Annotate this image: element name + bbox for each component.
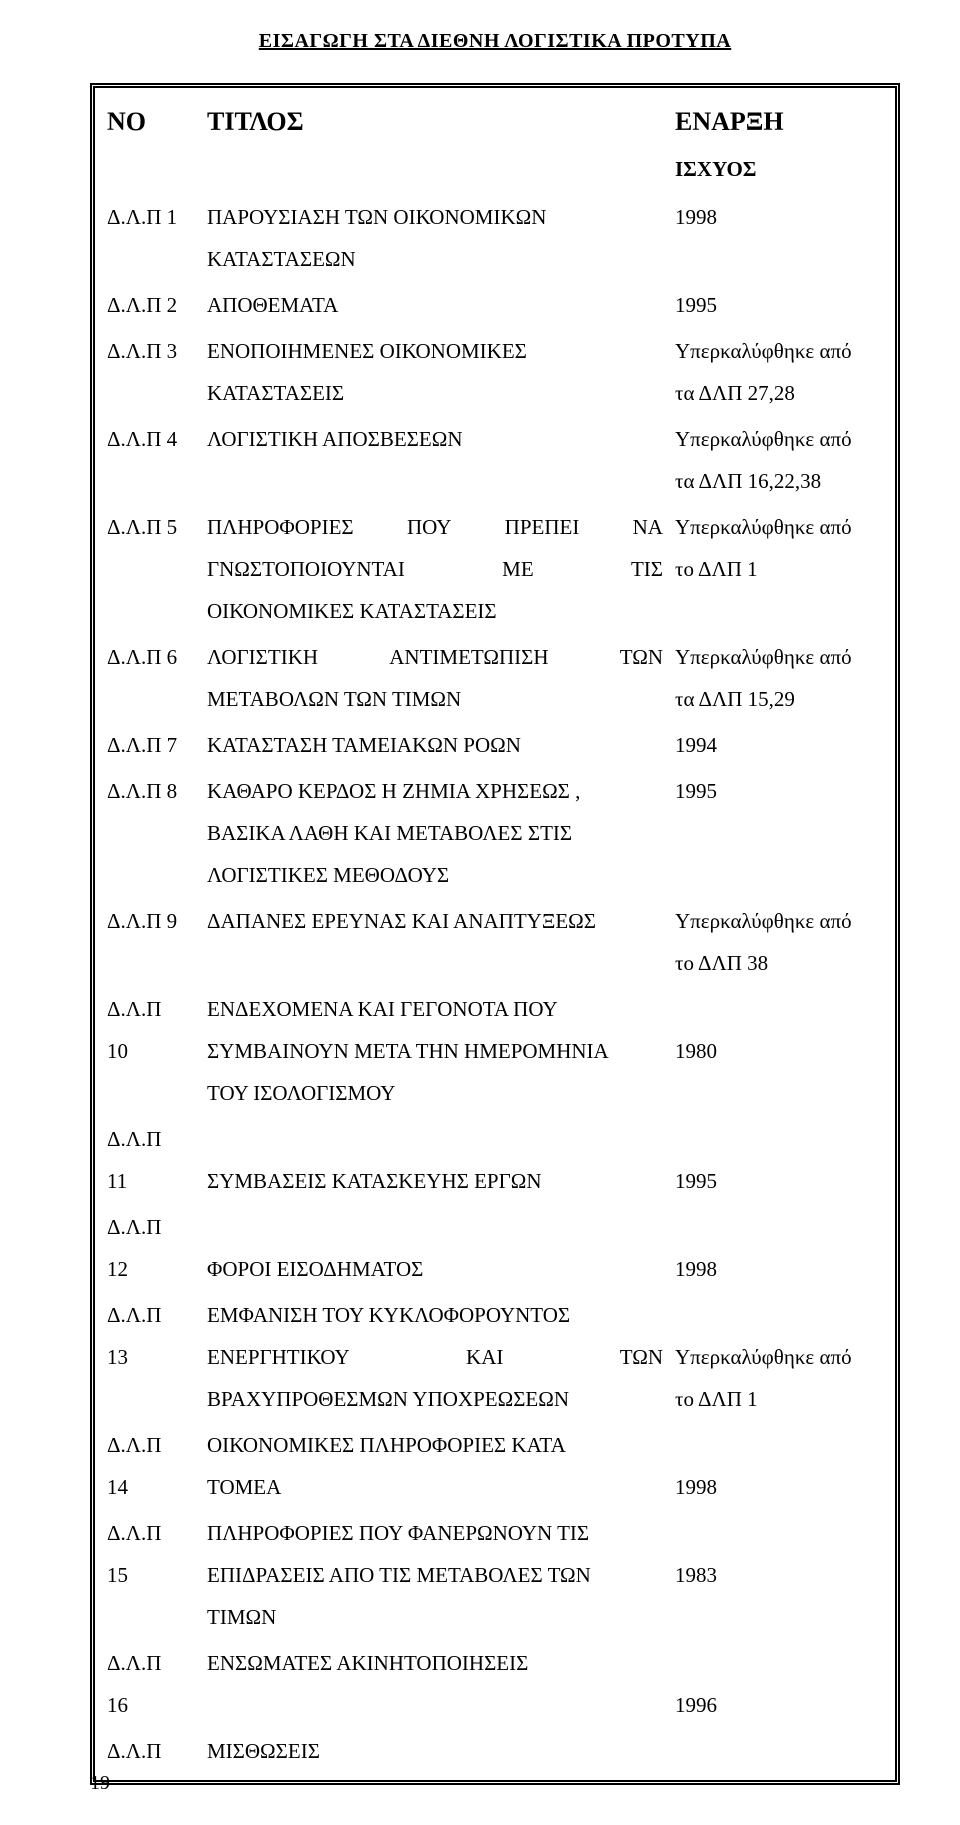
- cell-no: Δ.Λ.Π11: [101, 1116, 201, 1204]
- cell-title: ΛΟΓΙΣΤΙΚΗ ΑΝΤΙΜΕΤΩΠΙΣΗ ΤΩΝ ΜΕΤΑΒΟΛΩΝ ΤΩΝ…: [201, 634, 669, 722]
- page-number: 19: [90, 1772, 110, 1795]
- cell-title: ΠΛΗΡΟΦΟΡΙΕΣ ΠΟΥ ΦΑΝΕΡΩΝΟΥΝ ΤΙΣ ΕΠΙΔΡΑΣΕΙ…: [201, 1510, 669, 1640]
- cell-start: Υπερκαλύφθηκε από το ΔΛΠ 38: [669, 898, 889, 986]
- cell-no: Δ.Λ.Π14: [101, 1422, 201, 1510]
- cell-title: ΔΑΠΑΝΕΣ ΕΡΕΥΝΑΣ ΚΑΙ ΑΝΑΠΤΥΞΕΩΣ: [201, 898, 669, 986]
- cell-no: Δ.Λ.Π 8: [101, 768, 201, 898]
- table-row: Δ.Λ.Π16 ΕΝΣΩΜΑΤΕΣ ΑΚΙΝΗΤΟΠΟΙΗΣΕΙΣ 1996: [101, 1640, 889, 1728]
- cell-title: ΚΑΘΑΡΟ ΚΕΡΔΟΣ Η ΖΗΜΙΑ ΧΡΗΣΕΩΣ , ΒΑΣΙΚΑ Λ…: [201, 768, 669, 898]
- table-row: Δ.Λ.Π10 ΕΝΔΕΧΟΜΕΝΑ ΚΑΙ ΓΕΓΟΝΟΤΑ ΠΟΥ ΣΥΜΒ…: [101, 986, 889, 1116]
- cell-title: ΑΠΟΘΕΜΑΤΑ: [201, 282, 669, 328]
- table-row: Δ.Λ.Π13 ΕΜΦΑΝΙΣΗ ΤΟΥ ΚΥΚΛΟΦΟΡΟΥΝΤΟΣ ΕΝΕΡ…: [101, 1292, 889, 1422]
- table-row: Δ.Λ.Π 1 ΠΑΡΟΥΣΙΑΣΗ ΤΩΝ ΟΙΚΟΝΟΜΙΚΩΝ ΚΑΤΑΣ…: [101, 194, 889, 282]
- cell-start: 1998: [669, 1422, 889, 1510]
- cell-start: 1998: [669, 194, 889, 282]
- cell-title: ΜΙΣΘΩΣΕΙΣ: [201, 1728, 669, 1774]
- cell-no: Δ.Λ.Π 9: [101, 898, 201, 986]
- col-header-start: ΕΝΑΡΞΗ ΙΣΧΥΟΣ: [669, 94, 889, 194]
- cell-start: Υπερκαλύφθηκε από τα ΔΛΠ 16,22,38: [669, 416, 889, 504]
- table-row: Δ.Λ.Π14 ΟΙΚΟΝΟΜΙΚΕΣ ΠΛΗΡΟΦΟΡΙΕΣ ΚΑΤΑ ΤΟΜ…: [101, 1422, 889, 1510]
- col-header-start-label: ΕΝΑΡΞΗ: [675, 96, 883, 148]
- table-row: Δ.Λ.Π 2 ΑΠΟΘΕΜΑΤΑ 1995: [101, 282, 889, 328]
- cell-start: 1994: [669, 722, 889, 768]
- cell-start: 1995: [669, 768, 889, 898]
- table-row: Δ.Λ.Π 7 ΚΑΤΑΣΤΑΣΗ ΤΑΜΕΙΑΚΩΝ ΡΟΩΝ 1994: [101, 722, 889, 768]
- cell-title: ΛΟΓΙΣΤΙΚΗ ΑΠΟΣΒΕΣΕΩΝ: [201, 416, 669, 504]
- table-row: Δ.Λ.Π11 ΣΥΜΒΑΣΕΙΣ ΚΑΤΑΣΚΕΥΗΣ ΕΡΓΩΝ 1995: [101, 1116, 889, 1204]
- table-row: Δ.Λ.Π ΜΙΣΘΩΣΕΙΣ: [101, 1728, 889, 1774]
- cell-title: ΕΝΣΩΜΑΤΕΣ ΑΚΙΝΗΤΟΠΟΙΗΣΕΙΣ: [201, 1640, 669, 1728]
- cell-no: Δ.Λ.Π 1: [101, 194, 201, 282]
- table-row: Δ.Λ.Π 8 ΚΑΘΑΡΟ ΚΕΡΔΟΣ Η ΖΗΜΙΑ ΧΡΗΣΕΩΣ , …: [101, 768, 889, 898]
- cell-start: Υπερκαλύφθηκε από το ΔΛΠ 1: [669, 1292, 889, 1422]
- table-row: Δ.Λ.Π15 ΠΛΗΡΟΦΟΡΙΕΣ ΠΟΥ ΦΑΝΕΡΩΝΟΥΝ ΤΙΣ Ε…: [101, 1510, 889, 1640]
- cell-start: Υπερκαλύφθηκε από τα ΔΛΠ 15,29: [669, 634, 889, 722]
- standards-table: ΝΟ ΤΙΤΛΟΣ ΕΝΑΡΞΗ ΙΣΧΥΟΣ Δ.Λ.Π 1 ΠΑΡΟΥΣΙΑ…: [101, 94, 889, 1774]
- cell-no: Δ.Λ.Π16: [101, 1640, 201, 1728]
- cell-title: ΠΛΗΡΟΦΟΡΙΕΣ ΠΟΥ ΠΡΕΠΕΙ ΝΑ ΓΝΩΣΤΟΠΟΙΟΥΝΤΑ…: [201, 504, 669, 634]
- cell-start: 1980: [669, 986, 889, 1116]
- cell-no: Δ.Λ.Π 7: [101, 722, 201, 768]
- cell-start: [669, 1728, 889, 1774]
- cell-no: Δ.Λ.Π15: [101, 1510, 201, 1640]
- cell-no: Δ.Λ.Π 4: [101, 416, 201, 504]
- cell-start: 1996: [669, 1640, 889, 1728]
- cell-start: 1998: [669, 1204, 889, 1292]
- cell-no: Δ.Λ.Π: [101, 1728, 201, 1774]
- cell-title: ΠΑΡΟΥΣΙΑΣΗ ΤΩΝ ΟΙΚΟΝΟΜΙΚΩΝ ΚΑΤΑΣΤΑΣΕΩΝ: [201, 194, 669, 282]
- page-header: ΕΙΣΑΓΩΓΗ ΣΤΑ ΔΙΕΘΝΗ ΛΟΓΙΣΤΙΚΑ ΠΡΟΤΥΠΑ: [90, 30, 900, 53]
- col-header-no: ΝΟ: [101, 94, 201, 194]
- table-row: Δ.Λ.Π 4 ΛΟΓΙΣΤΙΚΗ ΑΠΟΣΒΕΣΕΩΝ Υπερκαλύφθη…: [101, 416, 889, 504]
- cell-title: ΚΑΤΑΣΤΑΣΗ ΤΑΜΕΙΑΚΩΝ ΡΟΩΝ: [201, 722, 669, 768]
- cell-title: ΟΙΚΟΝΟΜΙΚΕΣ ΠΛΗΡΟΦΟΡΙΕΣ ΚΑΤΑ ΤΟΜΕΑ: [201, 1422, 669, 1510]
- table-frame: ΝΟ ΤΙΤΛΟΣ ΕΝΑΡΞΗ ΙΣΧΥΟΣ Δ.Λ.Π 1 ΠΑΡΟΥΣΙΑ…: [90, 83, 900, 1785]
- cell-start: Υπερκαλύφθηκε από το ΔΛΠ 1: [669, 504, 889, 634]
- cell-no: Δ.Λ.Π12: [101, 1204, 201, 1292]
- document-page: ΕΙΣΑΓΩΓΗ ΣΤΑ ΔΙΕΘΝΗ ΛΟΓΙΣΤΙΚΑ ΠΡΟΤΥΠΑ ΝΟ…: [0, 0, 960, 1825]
- cell-no: Δ.Λ.Π 3: [101, 328, 201, 416]
- table-row: Δ.Λ.Π 5 ΠΛΗΡΟΦΟΡΙΕΣ ΠΟΥ ΠΡΕΠΕΙ ΝΑ ΓΝΩΣΤΟ…: [101, 504, 889, 634]
- cell-no: Δ.Λ.Π10: [101, 986, 201, 1116]
- col-header-title: ΤΙΤΛΟΣ: [201, 94, 669, 194]
- cell-start: 1995: [669, 1116, 889, 1204]
- cell-no: Δ.Λ.Π 2: [101, 282, 201, 328]
- cell-start: Υπερκαλύφθηκε από τα ΔΛΠ 27,28: [669, 328, 889, 416]
- table-row: Δ.Λ.Π 6 ΛΟΓΙΣΤΙΚΗ ΑΝΤΙΜΕΤΩΠΙΣΗ ΤΩΝ ΜΕΤΑΒ…: [101, 634, 889, 722]
- cell-no: Δ.Λ.Π 5: [101, 504, 201, 634]
- table-header-row: ΝΟ ΤΙΤΛΟΣ ΕΝΑΡΞΗ ΙΣΧΥΟΣ: [101, 94, 889, 194]
- cell-title: ΕΜΦΑΝΙΣΗ ΤΟΥ ΚΥΚΛΟΦΟΡΟΥΝΤΟΣ ΕΝΕΡΓΗΤΙΚΟΥ …: [201, 1292, 669, 1422]
- table-row: Δ.Λ.Π 9 ΔΑΠΑΝΕΣ ΕΡΕΥΝΑΣ ΚΑΙ ΑΝΑΠΤΥΞΕΩΣ Υ…: [101, 898, 889, 986]
- cell-start: 1983: [669, 1510, 889, 1640]
- cell-no: Δ.Λ.Π 6: [101, 634, 201, 722]
- cell-start: 1995: [669, 282, 889, 328]
- cell-title: ΦΟΡΟΙ ΕΙΣΟΔΗΜΑΤΟΣ: [201, 1204, 669, 1292]
- cell-title: ΣΥΜΒΑΣΕΙΣ ΚΑΤΑΣΚΕΥΗΣ ΕΡΓΩΝ: [201, 1116, 669, 1204]
- col-header-start-sub: ΙΣΧΥΟΣ: [675, 148, 883, 190]
- cell-title: ΕΝΔΕΧΟΜΕΝΑ ΚΑΙ ΓΕΓΟΝΟΤΑ ΠΟΥ ΣΥΜΒΑΙΝΟΥΝ Μ…: [201, 986, 669, 1116]
- table-row: Δ.Λ.Π12 ΦΟΡΟΙ ΕΙΣΟΔΗΜΑΤΟΣ 1998: [101, 1204, 889, 1292]
- table-row: Δ.Λ.Π 3 ΕΝΟΠΟΙΗΜΕΝΕΣ ΟΙΚΟΝΟΜΙΚΕΣ ΚΑΤΑΣΤΑ…: [101, 328, 889, 416]
- cell-no: Δ.Λ.Π13: [101, 1292, 201, 1422]
- cell-title: ΕΝΟΠΟΙΗΜΕΝΕΣ ΟΙΚΟΝΟΜΙΚΕΣ ΚΑΤΑΣΤΑΣΕΙΣ: [201, 328, 669, 416]
